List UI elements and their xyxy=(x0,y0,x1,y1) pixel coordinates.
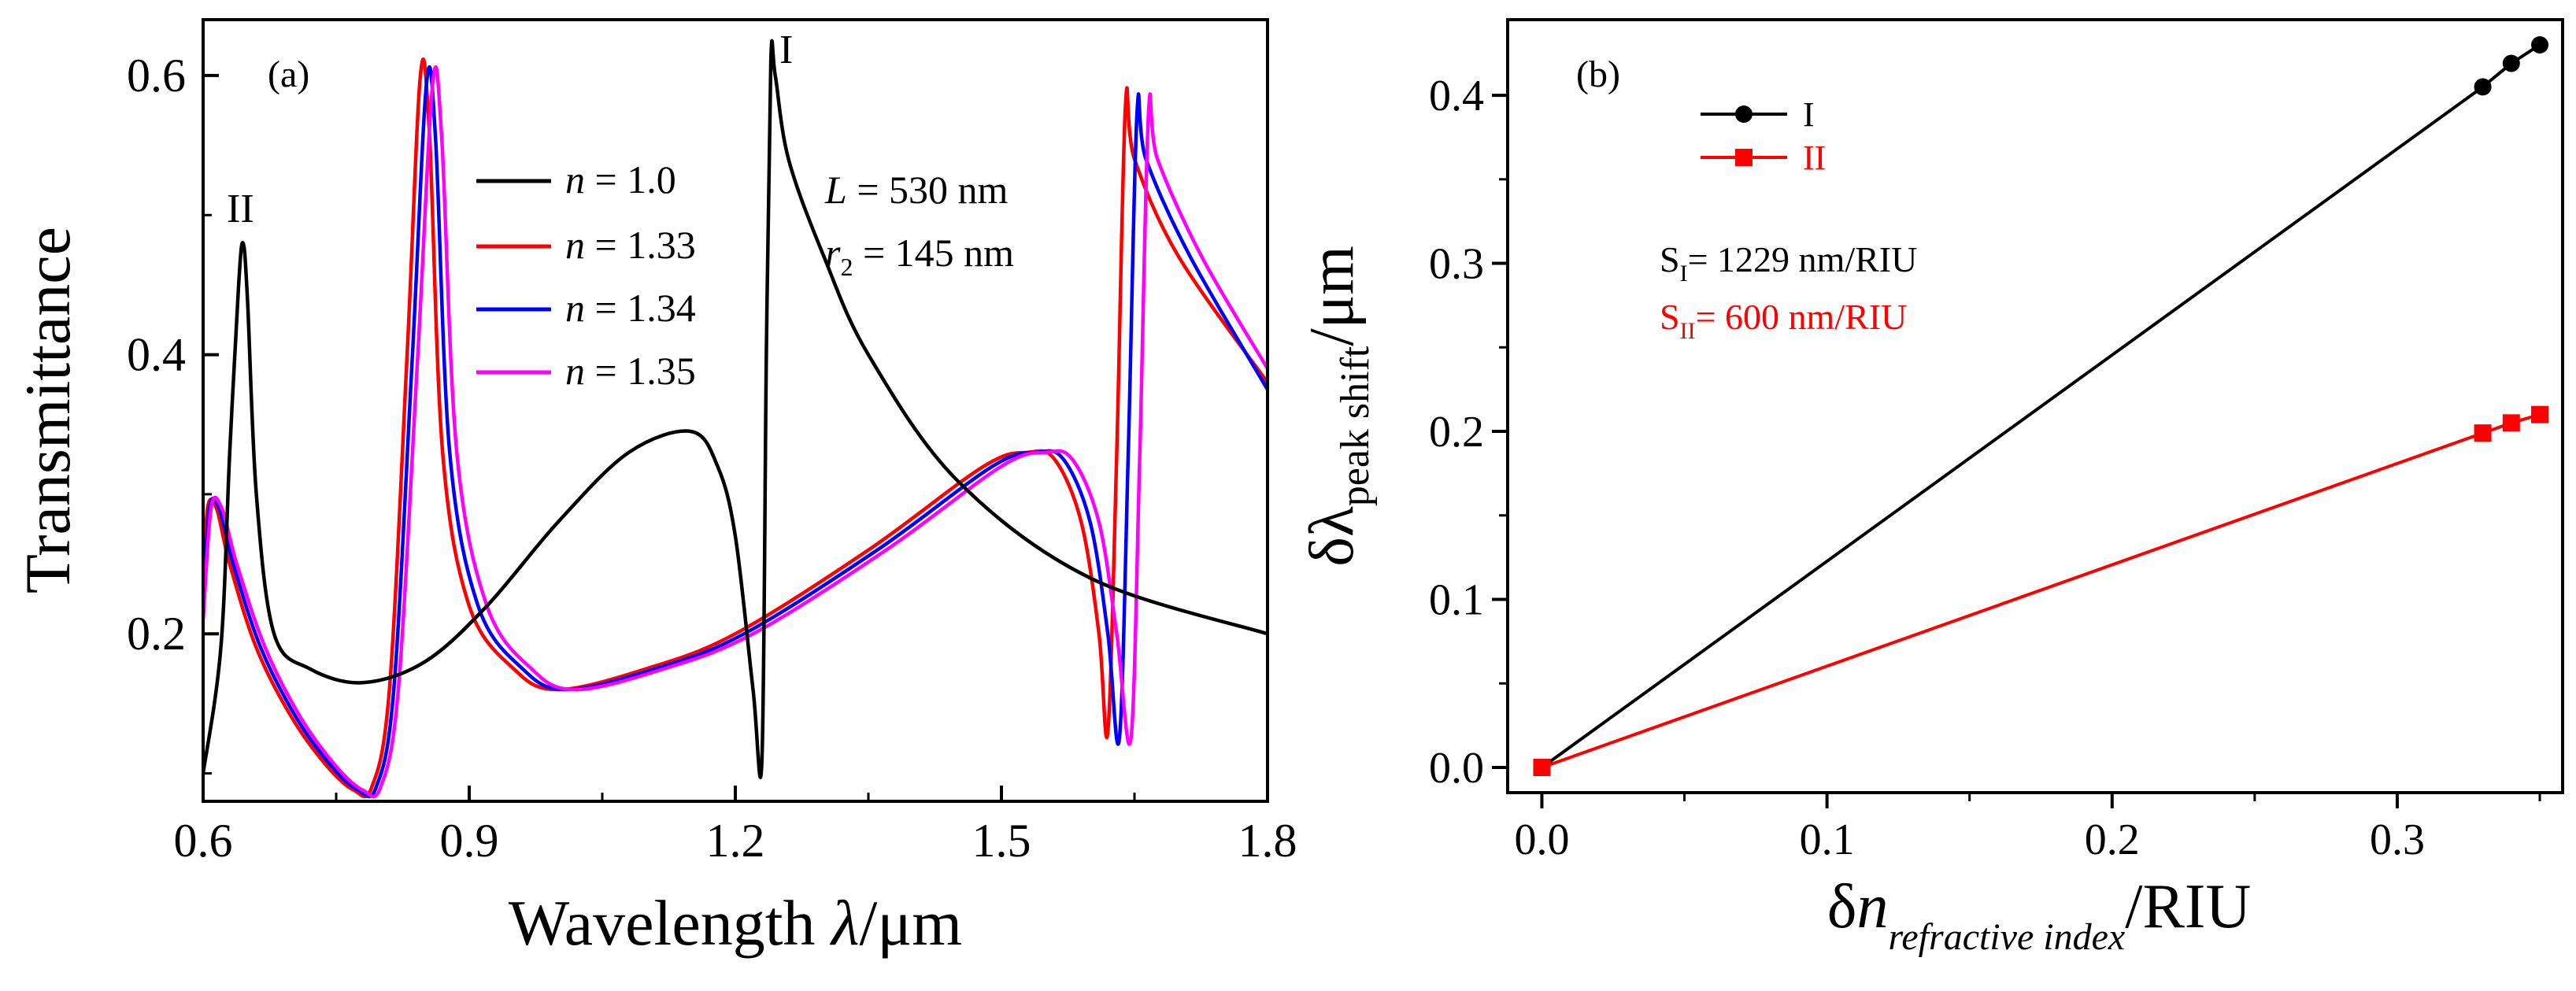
series-line-10 xyxy=(203,39,1268,779)
x-tick-label: 0.3 xyxy=(2370,815,2425,864)
data-point-ii xyxy=(2531,405,2549,423)
panel-a-ticks: 0.6 0.9 1.2 1.5 1.8 0.2 0.4 0.6 xyxy=(127,50,1297,867)
series-line-i xyxy=(1541,43,2541,769)
annotation-sensitivity-i: SI= 1229 nm/RIU xyxy=(1660,239,1917,287)
panel-b: 0.0 0.1 0.2 0.3 0.0 0.1 0.2 0.3 0.4 (b) I II SI=… xyxy=(1297,18,2564,958)
legend-marker-i xyxy=(1735,105,1752,123)
legend-label-n134: n = 1.34 xyxy=(565,286,696,330)
x-tick-label: 1.8 xyxy=(1238,815,1297,867)
data-point-ii xyxy=(1533,758,1551,776)
y-tick-label: 0.1 xyxy=(1429,576,1484,625)
series-line-133 xyxy=(203,57,1268,799)
legend-label-i: I xyxy=(1803,95,1815,134)
series-line-135 xyxy=(203,65,1268,799)
series-line-134 xyxy=(203,65,1268,799)
x-tick-label: 1.2 xyxy=(706,815,765,867)
data-point-ii xyxy=(2474,424,2492,442)
legend-label-n10: n = 1.0 xyxy=(565,157,676,202)
panel-b-x-axis-label: δnrefractive index/RIU xyxy=(1827,872,2251,958)
panel-b-frame xyxy=(1506,18,2564,794)
x-tick-label: 0.6 xyxy=(174,815,233,867)
panel-a-peak-label-i: I xyxy=(779,28,793,72)
legend-label-n135: n = 1.35 xyxy=(565,349,696,393)
y-tick-label: 0.6 xyxy=(127,50,186,102)
y-tick-label: 0.4 xyxy=(1429,72,1484,120)
panel-a-plot-area xyxy=(203,39,1268,799)
y-tick-label: 0.4 xyxy=(127,329,186,381)
panel-a-y-axis-label: Transmittance xyxy=(12,227,83,593)
param-length: L = 530 nm xyxy=(824,168,1009,212)
data-point-ii xyxy=(2502,414,2520,432)
param-radius: r2 = 145 nm xyxy=(825,231,1014,281)
panel-a: 0.6 0.9 1.2 1.5 1.8 0.2 0.4 0.6 (a) I II n = 1.… xyxy=(12,18,1297,959)
panel-a-legend: n = 1.0 n = 1.33 n = 1.34 n = 1.35 xyxy=(476,157,696,393)
legend-label-n133: n = 1.33 xyxy=(565,223,696,267)
x-tick-label: 0.9 xyxy=(440,815,499,867)
panel-a-peak-label-ii: II xyxy=(227,187,254,231)
x-tick-label: 1.5 xyxy=(972,815,1031,867)
x-tick-label: 0.1 xyxy=(1800,815,1855,864)
panel-a-letter: (a) xyxy=(268,54,309,95)
panel-b-legend: I II xyxy=(1701,95,1826,177)
panel-a-x-axis-label: Wavelength λ/μm xyxy=(509,887,962,959)
panel-b-ticks: 0.0 0.1 0.2 0.3 0.0 0.1 0.2 0.3 0.4 xyxy=(1429,72,2541,864)
y-tick-label: 0.2 xyxy=(127,608,186,660)
panel-b-y-axis-label: δλpeak shift/μm xyxy=(1297,246,1378,566)
y-tick-label: 0.0 xyxy=(1429,744,1484,793)
series-line-ii xyxy=(1541,412,2541,769)
panel-b-plot-area xyxy=(1533,36,2549,776)
panel-b-letter: (b) xyxy=(1576,54,1620,95)
legend-marker-ii xyxy=(1735,149,1752,166)
legend-label-ii: II xyxy=(1803,139,1826,177)
data-point-i xyxy=(2502,54,2520,72)
data-point-i xyxy=(2474,78,2492,96)
x-tick-label: 0.0 xyxy=(1514,815,1569,864)
x-tick-label: 0.2 xyxy=(2085,815,2140,864)
data-point-i xyxy=(2531,36,2549,54)
y-tick-label: 0.2 xyxy=(1429,408,1484,457)
y-tick-label: 0.3 xyxy=(1429,240,1484,289)
annotation-sensitivity-ii: SII= 600 nm/RIU xyxy=(1660,297,1907,344)
